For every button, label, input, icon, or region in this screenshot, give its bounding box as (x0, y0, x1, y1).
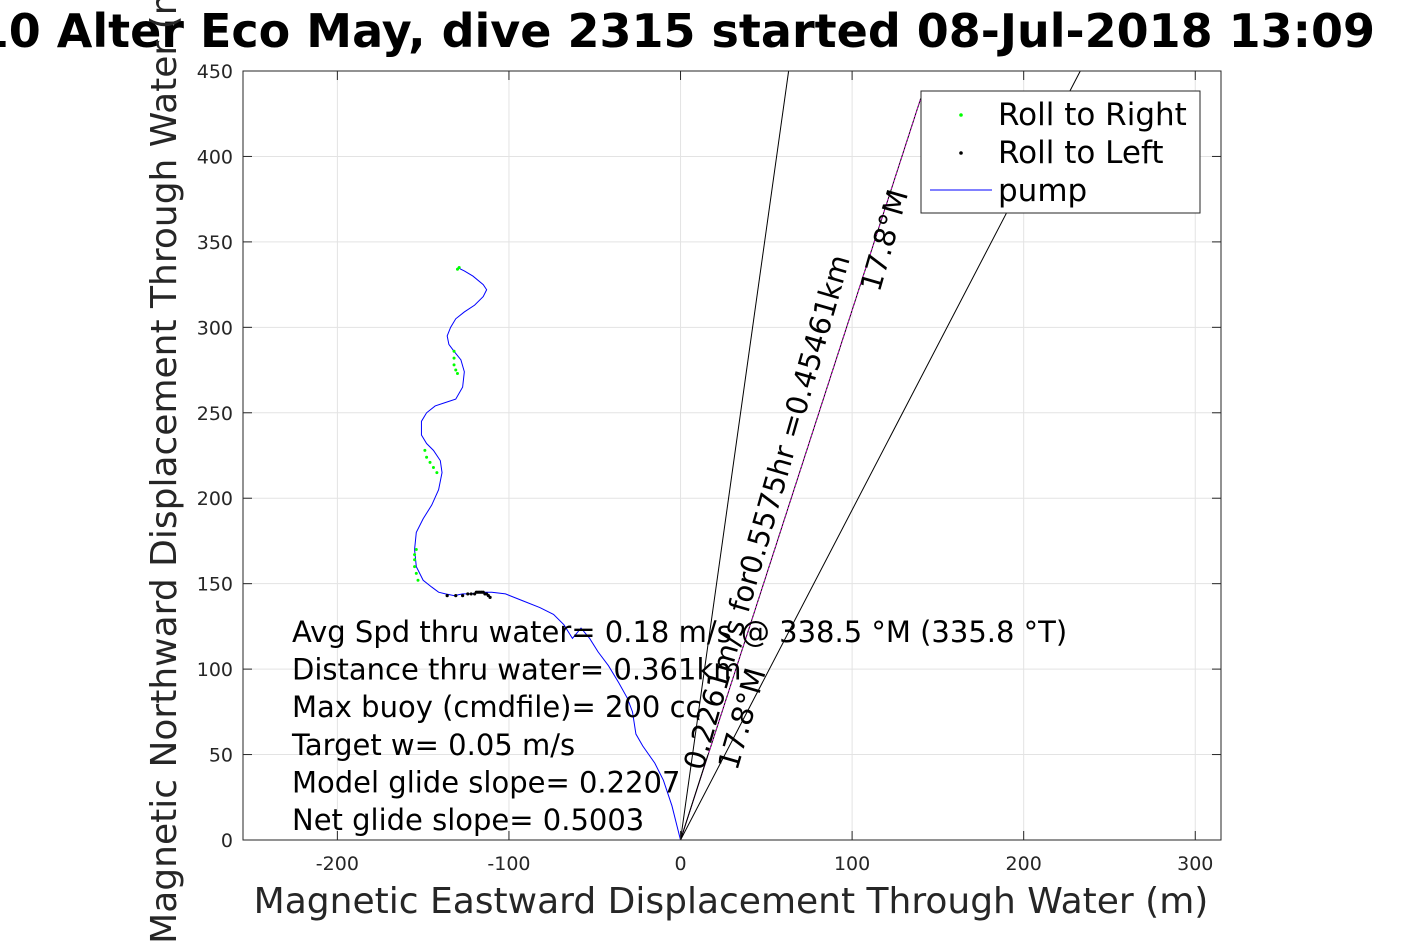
x-tick-label: -200 (316, 853, 359, 875)
stats-annotation: Avg Spd thru water= 0.18 m/s @ 338.5 °M … (292, 615, 1067, 649)
y-tick-label: 250 (197, 403, 233, 425)
y-tick-label: 150 (197, 574, 233, 596)
roll-right-point (455, 371, 459, 375)
y-tick-label: 200 (197, 488, 233, 510)
roll-right-point (425, 455, 429, 459)
roll-right-point (413, 558, 417, 562)
legend-label-roll-left: Roll to Left (998, 135, 1164, 171)
y-tick-label: 400 (197, 146, 233, 168)
roll-right-point (457, 266, 461, 270)
y-axis-label: Magnetic Northward Displacement Through … (144, 0, 185, 944)
legend-marker-roll-right (959, 113, 963, 117)
reference-line (680, 98, 922, 841)
roll-right-point (435, 471, 439, 475)
roll-right-point (431, 465, 435, 469)
y-tick-label: 350 (197, 232, 233, 254)
rotated-annotation: 0.2261m/s for0.5575hr =0.45461km (677, 251, 857, 774)
roll-right-point (428, 460, 432, 464)
roll-right-point (416, 578, 420, 582)
y-tick-label: 450 (197, 61, 233, 83)
stats-annotation: Net glide slope= 0.5003 (292, 803, 644, 837)
x-tick-label: 100 (834, 853, 870, 875)
x-axis-label: Magnetic Eastward Displacement Through W… (254, 881, 1209, 922)
legend-box (920, 90, 1201, 214)
roll-left-series (445, 590, 492, 599)
chart-title: G510 Alter Eco May, dive 2315 started 08… (0, 4, 1375, 58)
roll-left-point (445, 594, 449, 598)
roll-right-point (452, 363, 456, 367)
y-tick-label: 100 (197, 659, 233, 681)
roll-right-point (413, 553, 417, 557)
roll-left-point (488, 595, 492, 599)
pump-line (414, 267, 682, 841)
y-tick-label: 300 (197, 317, 233, 339)
ticks: -200 -100 0 100 200 300 0 50 100 150 200 250 300 350 4… (197, 61, 1221, 875)
x-tick-label: 0 (674, 853, 686, 875)
roll-right-point (413, 565, 417, 569)
stats-annotation: Distance thru water= 0.361km (292, 653, 742, 687)
stats-annotation: Max buoy (cmdfile)= 200 cc (292, 690, 701, 724)
x-tick-label: 300 (1177, 853, 1213, 875)
reference-line (680, 70, 790, 841)
roll-right-point (414, 571, 418, 575)
legend-marker-roll-left (959, 151, 963, 155)
text-annotations: Avg Spd thru water= 0.18 m/s @ 338.5 °M … (291, 615, 1067, 837)
roll-left-point (461, 594, 465, 598)
roll-right-point (452, 356, 456, 360)
roll-left-point (454, 594, 458, 598)
x-tick-label: 200 (1006, 853, 1042, 875)
stats-annotation: Model glide slope= 0.2207 (292, 765, 680, 799)
roll-right-point (423, 448, 427, 452)
legend-label-pump: pump (998, 173, 1087, 209)
roll-right-point (454, 368, 458, 372)
roll-right-series (413, 266, 461, 582)
y-tick-label: 50 (209, 745, 233, 767)
roll-left-point (466, 592, 470, 596)
x-tick-label: -100 (487, 853, 530, 875)
legend: Roll to Right Roll to Left pump (920, 90, 1201, 214)
reference-line (680, 754, 709, 841)
roll-right-point (414, 547, 418, 551)
plot-frame (242, 70, 1222, 841)
pump-series (414, 267, 682, 841)
roll-left-point (469, 592, 473, 596)
stats-annotation: Target w= 0.05 m/s (291, 728, 575, 762)
legend-label-roll-right: Roll to Right (998, 97, 1187, 133)
rotated-annotation: 17.8°M (854, 186, 915, 295)
y-tick-label: 0 (221, 830, 233, 852)
roll-right-point (452, 349, 456, 353)
